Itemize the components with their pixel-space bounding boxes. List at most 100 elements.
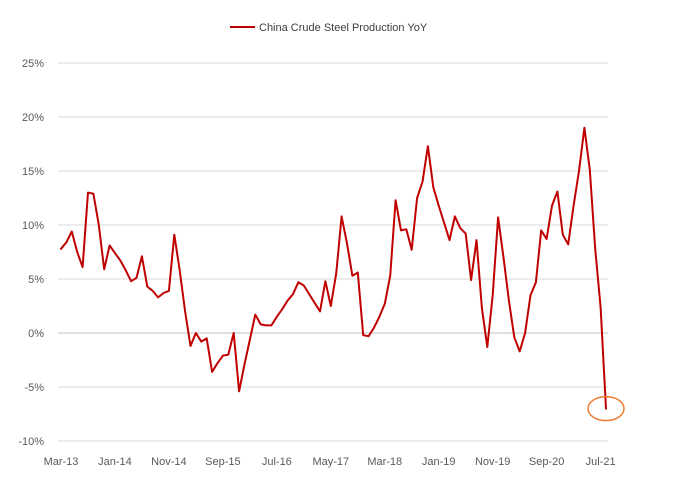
y-tick-label: -5% bbox=[24, 382, 44, 394]
data-point bbox=[276, 316, 278, 318]
data-point bbox=[459, 227, 461, 229]
data-point bbox=[357, 272, 359, 274]
data-point bbox=[519, 350, 521, 352]
data-point bbox=[594, 248, 596, 250]
data-point bbox=[76, 251, 78, 253]
data-point bbox=[265, 324, 267, 326]
data-point bbox=[573, 205, 575, 207]
data-point bbox=[373, 327, 375, 329]
data-point bbox=[475, 239, 477, 241]
data-point bbox=[303, 284, 305, 286]
data-point bbox=[524, 332, 526, 334]
data-point bbox=[438, 205, 440, 207]
data-point bbox=[341, 215, 343, 217]
x-tick-label: Jul-16 bbox=[262, 456, 292, 468]
data-point bbox=[389, 275, 391, 277]
data-point bbox=[546, 238, 548, 240]
data-point bbox=[470, 279, 472, 281]
y-tick-label: -10% bbox=[18, 436, 44, 448]
data-point bbox=[335, 273, 337, 275]
data-point bbox=[432, 186, 434, 188]
data-point bbox=[395, 199, 397, 201]
data-point bbox=[400, 229, 402, 231]
data-point bbox=[168, 290, 170, 292]
data-point bbox=[216, 362, 218, 364]
data-point bbox=[190, 345, 192, 347]
data-point bbox=[152, 290, 154, 292]
data-point bbox=[157, 296, 159, 298]
y-axis: 25% 20% 15% 10% 5% 0% -5% -10% bbox=[18, 58, 44, 448]
data-point bbox=[314, 302, 316, 304]
data-point bbox=[351, 275, 353, 277]
y-tick-label: 10% bbox=[22, 220, 44, 232]
data-point bbox=[502, 256, 504, 258]
data-point bbox=[65, 241, 67, 243]
data-point bbox=[308, 293, 310, 295]
data-point bbox=[600, 306, 602, 308]
gridlines bbox=[58, 62, 608, 442]
data-point bbox=[578, 170, 580, 172]
data-point bbox=[449, 239, 451, 241]
data-point bbox=[173, 234, 175, 236]
data-point bbox=[82, 266, 84, 268]
x-tick-label: Jul-21 bbox=[586, 456, 616, 468]
data-point bbox=[130, 280, 132, 282]
data-point bbox=[605, 408, 607, 410]
series-layer bbox=[60, 126, 625, 422]
series-line bbox=[60, 126, 607, 410]
data-point bbox=[556, 191, 558, 193]
data-point bbox=[405, 228, 407, 230]
x-axis: Mar-13 Jan-14 Nov-14 Sep-15 Jul-16 May-17 Mar-… bbox=[44, 456, 616, 468]
data-point bbox=[427, 145, 429, 147]
data-point bbox=[287, 300, 289, 302]
data-point bbox=[492, 294, 494, 296]
legend: China Crude Steel Production YoY bbox=[230, 22, 428, 34]
data-point bbox=[330, 305, 332, 307]
x-tick-label: Jan-14 bbox=[98, 456, 132, 468]
data-point bbox=[422, 181, 424, 183]
data-point bbox=[362, 334, 364, 336]
data-point bbox=[416, 197, 418, 199]
data-point bbox=[125, 269, 127, 271]
data-point bbox=[535, 281, 537, 283]
y-tick-label: 25% bbox=[22, 58, 44, 70]
data-point bbox=[384, 303, 386, 305]
data-point bbox=[103, 268, 105, 270]
data-point bbox=[222, 355, 224, 357]
data-point bbox=[92, 193, 94, 195]
data-point bbox=[179, 269, 181, 271]
data-point bbox=[184, 310, 186, 312]
data-point bbox=[60, 248, 62, 250]
data-point bbox=[589, 169, 591, 171]
x-tick-label: Mar-18 bbox=[367, 456, 402, 468]
data-point bbox=[146, 286, 148, 288]
y-tick-label: 5% bbox=[28, 274, 44, 286]
data-point bbox=[481, 307, 483, 309]
data-point bbox=[114, 252, 116, 254]
data-point bbox=[98, 224, 100, 226]
legend-label: China Crude Steel Production YoY bbox=[259, 22, 428, 34]
data-point bbox=[378, 316, 380, 318]
x-tick-label: Mar-13 bbox=[44, 456, 79, 468]
data-point bbox=[233, 332, 235, 334]
data-point bbox=[260, 323, 262, 325]
data-point bbox=[87, 192, 89, 194]
data-point bbox=[141, 255, 143, 257]
y-tick-label: 20% bbox=[22, 112, 44, 124]
data-point bbox=[513, 336, 515, 338]
data-point bbox=[551, 205, 553, 207]
data-point bbox=[443, 222, 445, 224]
y-tick-label: 0% bbox=[28, 328, 44, 340]
data-point bbox=[206, 337, 208, 339]
x-tick-label: Sep-15 bbox=[205, 456, 240, 468]
data-point bbox=[324, 280, 326, 282]
data-point bbox=[163, 292, 165, 294]
data-point bbox=[200, 341, 202, 343]
data-point bbox=[297, 281, 299, 283]
data-point bbox=[368, 335, 370, 337]
data-point bbox=[109, 245, 111, 247]
data-point bbox=[195, 332, 197, 334]
data-point bbox=[238, 390, 240, 392]
data-point bbox=[281, 308, 283, 310]
